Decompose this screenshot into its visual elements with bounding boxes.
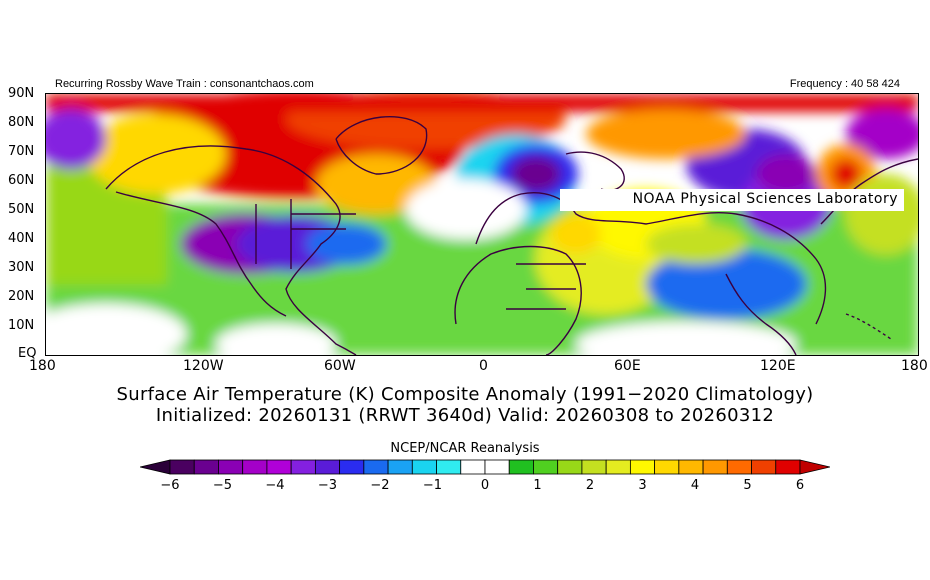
colorbar-swatch <box>411 459 437 475</box>
colorbar-title: NCEP/NCAR Reanalysis <box>390 441 540 456</box>
colorbar-swatch <box>629 459 656 475</box>
colorbar-tick-label: −4 <box>265 478 285 493</box>
lon-label: 180 <box>29 358 56 374</box>
colorbar-swatch <box>508 459 534 475</box>
colorbar-swatch <box>169 459 195 475</box>
colorbar-swatch <box>242 459 268 475</box>
colorbar-tick-label: −6 <box>160 478 180 493</box>
lat-label: 10N <box>8 318 35 333</box>
lon-label: 120W <box>183 358 224 374</box>
lat-label: 70N <box>8 144 35 159</box>
anomaly-fill <box>46 94 918 355</box>
frequency-caption: Frequency : 40 58 424 <box>789 78 900 90</box>
colorbar-tick-label: 2 <box>585 478 595 493</box>
lon-label: 60E <box>614 358 641 374</box>
colorbar-swatch <box>460 459 486 475</box>
colorbar-swatch <box>702 459 728 475</box>
anomaly-map: NOAA Physical Sciences Laboratory <box>45 93 919 356</box>
colorbar-swatch <box>678 459 704 475</box>
lon-label: 60W <box>324 358 356 374</box>
colorbar-tick-label: 0 <box>480 478 490 493</box>
colorbar-swatch <box>557 459 583 475</box>
colorbar <box>140 459 830 475</box>
colorbar-tick-label: −3 <box>317 478 338 493</box>
colorbar-swatch <box>266 459 292 475</box>
lat-label: 50N <box>8 202 35 217</box>
colorbar-swatch <box>436 459 462 475</box>
colorbar-tick-label: 5 <box>743 478 752 493</box>
colorbar-swatch <box>726 459 752 475</box>
lat-label: EQ <box>18 346 37 361</box>
colorbar-tick-label: −1 <box>422 478 443 493</box>
colorbar-swatch <box>387 459 413 475</box>
colorbar-swatch <box>339 459 365 475</box>
colorbar-swatch <box>775 459 801 475</box>
colorbar-swatch <box>605 459 631 475</box>
colorbar-tick-label: −5 <box>212 478 233 493</box>
lat-label: 20N <box>8 289 35 304</box>
colorbar-tick-label: −2 <box>370 478 390 493</box>
lab-label: NOAA Physical Sciences Laboratory <box>560 189 904 211</box>
lon-label: 0 <box>479 358 488 374</box>
map-subtitle: Initialized: 20260131 (RRWT 3640d) Valid… <box>155 405 775 426</box>
colorbar-swatch <box>218 459 244 475</box>
lon-label: 120E <box>760 358 796 374</box>
coastlines <box>105 116 918 355</box>
colorbar-swatch <box>484 459 510 475</box>
lat-label: 90N <box>8 86 35 101</box>
lon-label: 180 <box>901 358 928 374</box>
colorbar-swatch <box>654 459 680 475</box>
colorbar-tick-label: 6 <box>795 478 805 493</box>
source-caption: Recurring Rossby Wave Train : consonantc… <box>55 78 314 90</box>
colorbar-swatch <box>363 459 389 475</box>
colorbar-swatch <box>290 459 316 475</box>
colorbar-swatch <box>314 459 341 475</box>
colorbar-tick-label: 1 <box>533 478 542 493</box>
colorbar-swatch <box>581 459 607 475</box>
map-title: Surface Air Temperature (K) Composite An… <box>116 384 814 405</box>
lat-label: 40N <box>8 231 35 246</box>
anomaly-field <box>46 94 918 355</box>
colorbar-tick-label: 3 <box>638 478 647 493</box>
colorbar-tick-label: 4 <box>690 478 700 493</box>
colorbar-swatch <box>751 459 777 475</box>
colorbar-arrow-left <box>140 459 171 475</box>
lat-label: 30N <box>8 260 35 275</box>
colorbar-swatch <box>193 459 219 475</box>
lat-label: 60N <box>8 173 35 188</box>
colorbar-arrow-right <box>799 459 830 475</box>
lat-label: 80N <box>8 115 35 130</box>
colorbar-swatch <box>533 459 559 475</box>
